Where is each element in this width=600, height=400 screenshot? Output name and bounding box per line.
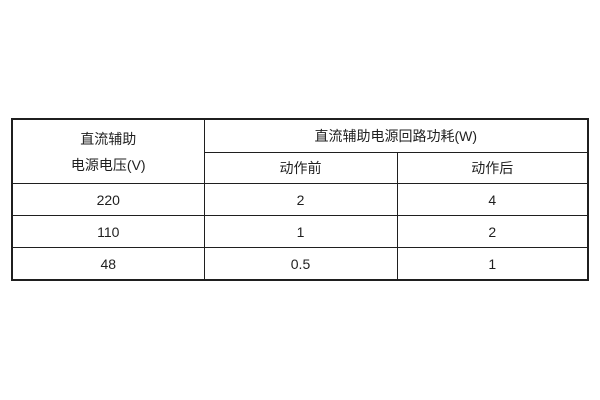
cell-after: 4 [396, 183, 589, 216]
table-header-row-1: 直流辅助 电源电压(V) 直流辅助电源回路功耗(W) [11, 118, 589, 184]
table-row: 220 2 4 [11, 183, 589, 216]
cell-voltage: 48 [11, 247, 205, 281]
cell-before: 2 [203, 183, 398, 216]
header-after-cell: 动作后 [396, 152, 589, 184]
header-voltage-cell: 直流辅助 电源电压(V) [11, 118, 205, 184]
cell-before: 1 [203, 215, 398, 248]
power-consumption-table: 直流辅助 电源电压(V) 直流辅助电源回路功耗(W) 动作前 动作后 220 2… [11, 118, 590, 281]
cell-voltage: 110 [11, 215, 205, 248]
table-row: 110 1 2 [11, 215, 589, 248]
header-voltage-line2: 电源电压(V) [70, 156, 146, 173]
header-power-title-cell: 直流辅助电源回路功耗(W) [203, 118, 589, 153]
cell-after: 1 [396, 247, 589, 281]
cell-before: 0.5 [203, 247, 398, 281]
header-voltage-line1: 直流辅助 [80, 130, 137, 147]
header-before-cell: 动作前 [203, 152, 398, 184]
cell-voltage: 220 [11, 183, 205, 216]
table-row: 48 0.5 1 [11, 247, 589, 281]
table-header-row-2: 动作前 动作后 [12, 152, 589, 184]
cell-after: 2 [396, 215, 589, 248]
